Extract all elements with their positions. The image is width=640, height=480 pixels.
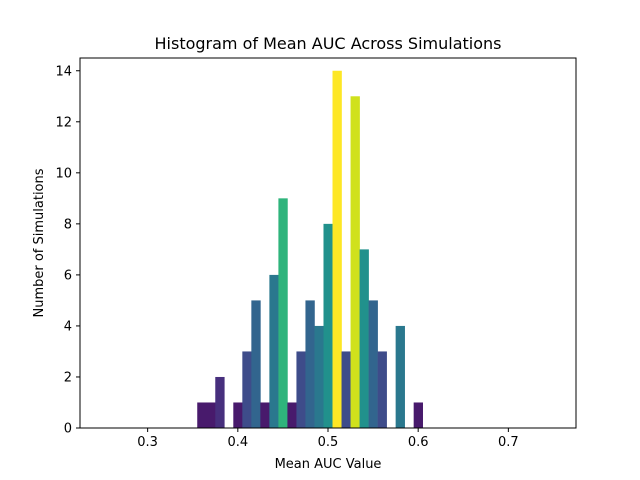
histogram-bar xyxy=(350,96,360,428)
histogram-bar xyxy=(332,70,342,428)
histogram-bar xyxy=(251,300,261,428)
x-axis-label: Mean AUC Value xyxy=(275,457,382,472)
x-tick-label: 0.4 xyxy=(227,435,248,450)
x-tick-label: 0.7 xyxy=(498,435,519,450)
histogram-bar xyxy=(278,198,288,428)
histogram-bar xyxy=(296,351,306,428)
histogram-bar xyxy=(413,402,423,428)
y-tick-label: 2 xyxy=(64,370,72,385)
y-tick-label: 0 xyxy=(64,422,72,437)
x-tick-label: 0.5 xyxy=(318,435,339,450)
x-axis: 0.3 0.4 0.5 0.6 0.7 xyxy=(137,428,519,450)
histogram-bar xyxy=(242,351,252,428)
histogram-bar xyxy=(260,402,270,428)
histogram-bar xyxy=(197,402,207,428)
y-tick-label: 4 xyxy=(64,319,72,334)
chart-title: Histogram of Mean AUC Across Simulations xyxy=(155,34,502,53)
histogram-bar xyxy=(323,223,333,428)
histogram-bar xyxy=(314,325,324,428)
histogram-bar xyxy=(359,249,369,428)
y-tick-label: 12 xyxy=(55,115,72,130)
histogram-bar xyxy=(377,351,387,428)
bars-group xyxy=(197,70,423,428)
y-tick-label: 6 xyxy=(64,268,72,283)
histogram-bar xyxy=(233,402,243,428)
y-tick-label: 10 xyxy=(55,166,72,181)
histogram-bar xyxy=(215,376,225,428)
x-tick-label: 0.3 xyxy=(137,435,158,450)
y-axis-label: Number of Simulations xyxy=(32,168,47,317)
histogram-bar xyxy=(206,402,216,428)
histogram-bar xyxy=(368,300,378,428)
histogram-bar xyxy=(341,351,351,428)
x-tick-label: 0.6 xyxy=(408,435,429,450)
y-tick-label: 14 xyxy=(55,64,72,79)
y-tick-label: 8 xyxy=(64,217,72,232)
histogram-bar xyxy=(269,274,279,428)
histogram-bar xyxy=(305,300,315,428)
y-axis: 0 2 4 6 8 10 12 14 xyxy=(55,64,80,437)
histogram-bar xyxy=(287,402,297,428)
histogram-bar xyxy=(395,325,405,428)
